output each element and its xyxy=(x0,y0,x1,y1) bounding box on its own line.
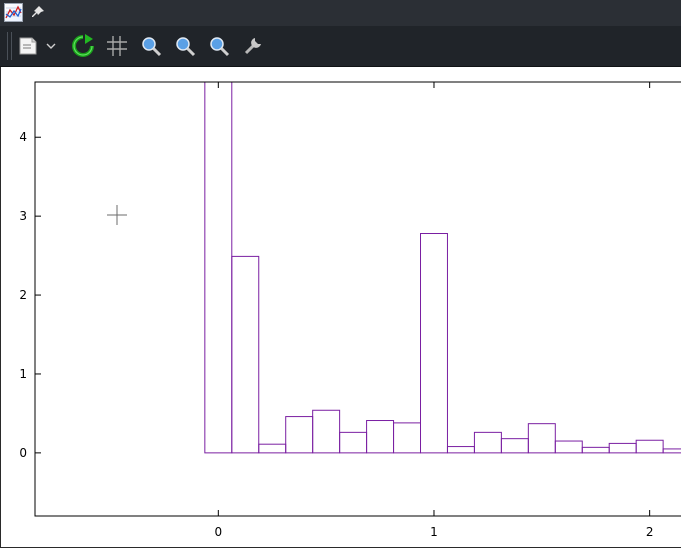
zoom-icon xyxy=(176,37,196,57)
histogram-bar-0 xyxy=(204,81,233,454)
histogram-bar-12 xyxy=(527,423,556,454)
zoom-icon xyxy=(210,37,230,57)
histogram-bar-15 xyxy=(608,442,637,454)
y-tick-label: 3 xyxy=(19,209,27,223)
toolbar-grip[interactable] xyxy=(7,32,12,60)
zoom-icon xyxy=(142,37,162,57)
histogram-bar-10 xyxy=(473,431,502,454)
histogram-bar-7 xyxy=(393,422,422,454)
y-tick-label: 1 xyxy=(19,367,27,381)
y-tick-label: 4 xyxy=(19,130,27,144)
histogram-bar-1 xyxy=(231,255,260,454)
gnuplot-icon[interactable] xyxy=(4,3,23,22)
histogram-bar-8 xyxy=(420,233,448,454)
ticks-layer: 0 1 2 0 1 2 3 4 xyxy=(19,82,653,539)
replot-button[interactable] xyxy=(70,33,96,59)
x-tick-label: 2 xyxy=(646,525,654,539)
export-dropdown-button[interactable] xyxy=(43,33,59,59)
histogram-bar-3 xyxy=(285,416,314,454)
pin-icon[interactable] xyxy=(30,4,46,20)
autoscale-button[interactable] xyxy=(206,33,232,59)
next-zoom-button[interactable] xyxy=(172,33,198,59)
settings-button[interactable] xyxy=(240,33,266,59)
plot-frame xyxy=(34,81,681,517)
title-bar xyxy=(0,0,681,27)
histogram-bar-9 xyxy=(446,446,475,454)
x-tick-label: 1 xyxy=(430,525,438,539)
bars-layer xyxy=(204,81,681,454)
grid-icon xyxy=(107,36,127,56)
wrench-icon xyxy=(244,38,261,55)
histogram-bar-2 xyxy=(258,443,287,454)
toolbar xyxy=(0,26,681,67)
histogram-bar-13 xyxy=(554,440,583,454)
histogram-bar-14 xyxy=(581,446,610,454)
previous-zoom-button[interactable] xyxy=(138,33,164,59)
plot-area[interactable]: 0 1 2 0 1 2 3 4 xyxy=(0,67,681,548)
histogram-bar-17 xyxy=(662,448,681,454)
x-tick-label: 0 xyxy=(214,525,222,539)
histogram-bar-16 xyxy=(635,439,664,454)
y-tick-label: 0 xyxy=(19,446,27,460)
histogram-bar-6 xyxy=(366,420,395,454)
histogram-bar-5 xyxy=(339,431,368,454)
chevron-down-icon xyxy=(46,43,56,49)
histogram-bar-4 xyxy=(312,409,341,454)
grid-button[interactable] xyxy=(104,33,130,59)
refresh-icon xyxy=(72,34,94,57)
clipboard-icon xyxy=(19,37,37,55)
copy-to-clipboard-button[interactable] xyxy=(15,33,41,59)
crosshair-cursor xyxy=(107,205,127,225)
histogram-chart[interactable]: 0 1 2 0 1 2 3 4 xyxy=(1,67,681,548)
y-tick-label: 2 xyxy=(19,288,27,302)
histogram-bar-11 xyxy=(500,438,529,454)
